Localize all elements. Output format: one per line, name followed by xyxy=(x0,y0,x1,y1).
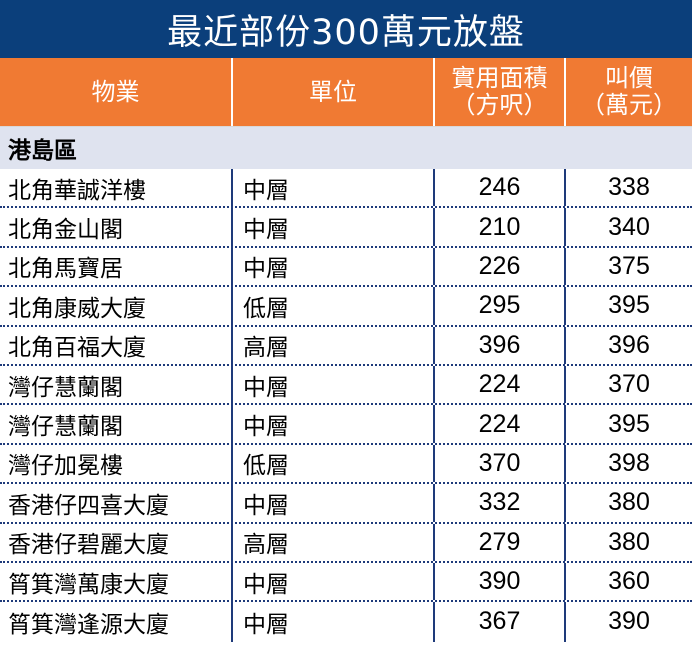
table-row: 香港仔四喜大廈 中層 332 380 xyxy=(0,484,692,524)
cell-price: 360 xyxy=(564,562,692,601)
cell-price: 390 xyxy=(564,602,692,642)
cell-property: 香港仔碧麗大廈 xyxy=(8,532,169,559)
header-property-label: 物業 xyxy=(91,77,140,106)
cell-unit: 中層 xyxy=(231,208,433,246)
header-unit: 單位 xyxy=(231,58,433,126)
table-row: 灣仔慧蘭閣 中層 224 370 xyxy=(0,365,692,406)
cell-area: 367 xyxy=(433,602,564,642)
cell-unit: 中層 xyxy=(231,602,433,642)
cell-area: 246 xyxy=(433,169,564,207)
cell-area: 226 xyxy=(433,247,564,286)
table-header: 物業 單位 實用面積 （方呎） 叫價 （萬元） xyxy=(0,58,692,127)
cell-area: 370 xyxy=(433,444,564,483)
header-price-line1: 叫價 xyxy=(605,64,653,92)
section-label: 港島區 xyxy=(0,127,692,169)
cell-price: 338 xyxy=(564,169,692,207)
cell-property: 香港仔四喜大廈 xyxy=(8,492,169,519)
table-row: 北角百福大廈 高層 396 396 xyxy=(0,326,692,366)
cell-property: 筲箕灣萬康大廈 xyxy=(8,571,169,598)
table-row: 灣仔加冕樓 低層 370 398 xyxy=(0,444,692,485)
cell-area: 224 xyxy=(433,405,564,443)
cell-unit: 中層 xyxy=(231,169,433,207)
cell-property: 灣仔加冕樓 xyxy=(8,453,123,480)
cell-property: 北角百福大廈 xyxy=(8,335,146,362)
cell-unit: 低層 xyxy=(231,444,433,483)
cell-area: 390 xyxy=(433,562,564,601)
cell-price: 380 xyxy=(564,523,692,561)
cell-property: 灣仔慧蘭閣 xyxy=(8,414,123,441)
header-unit-label: 單位 xyxy=(309,77,357,106)
cell-property: 北角金山閣 xyxy=(8,217,123,244)
cell-unit: 中層 xyxy=(231,247,433,286)
table-body: 北角華誠洋樓 中層 246 338 北角金山閣 中層 210 340 北角馬寶居 中層 226 375… xyxy=(0,169,692,642)
cell-unit: 高層 xyxy=(231,326,433,364)
cell-property: 北角華誠洋樓 xyxy=(8,177,146,204)
table-row: 筲箕灣逢源大廈 中層 367 390 xyxy=(0,602,692,642)
header-area-line1: 實用面積 xyxy=(451,64,548,92)
cell-unit: 高層 xyxy=(231,523,433,561)
cell-property: 筲箕灣逢源大廈 xyxy=(8,611,169,638)
cell-area: 295 xyxy=(433,287,564,325)
cell-unit: 中層 xyxy=(231,405,433,443)
cell-price: 395 xyxy=(564,405,692,443)
table-row: 北角華誠洋樓 中層 246 338 xyxy=(0,169,692,209)
cell-area: 332 xyxy=(433,484,564,522)
header-price-line2: （萬元） xyxy=(581,91,677,119)
cell-unit: 中層 xyxy=(231,484,433,522)
table-title: 最近部份300萬元放盤 xyxy=(0,0,692,58)
cell-property: 北角馬寶居 xyxy=(8,256,123,283)
cell-property: 北角康威大廈 xyxy=(8,295,146,322)
table-row: 灣仔慧蘭閣 中層 224 395 xyxy=(0,405,692,445)
header-price: 叫價 （萬元） xyxy=(564,58,692,126)
header-property: 物業 xyxy=(0,58,231,126)
cell-price: 395 xyxy=(564,287,692,325)
cell-price: 340 xyxy=(564,208,692,246)
table-row: 北角康威大廈 低層 295 395 xyxy=(0,287,692,327)
cell-area: 210 xyxy=(433,208,564,246)
cell-property: 灣仔慧蘭閣 xyxy=(8,374,123,401)
cell-price: 375 xyxy=(564,247,692,286)
table-row: 北角金山閣 中層 210 340 xyxy=(0,208,692,248)
header-area: 實用面積 （方呎） xyxy=(433,58,564,126)
table-row: 北角馬寶居 中層 226 375 xyxy=(0,247,692,288)
table-row: 筲箕灣萬康大廈 中層 390 360 xyxy=(0,562,692,603)
cell-price: 398 xyxy=(564,444,692,483)
cell-unit: 中層 xyxy=(231,562,433,601)
cell-unit: 中層 xyxy=(231,365,433,404)
cell-price: 370 xyxy=(564,365,692,404)
cell-price: 380 xyxy=(564,484,692,522)
cell-price: 396 xyxy=(564,326,692,364)
header-area-line2: （方呎） xyxy=(451,91,548,119)
cell-area: 396 xyxy=(433,326,564,364)
cell-unit: 低層 xyxy=(231,287,433,325)
cell-area: 279 xyxy=(433,523,564,561)
cell-area: 224 xyxy=(433,365,564,404)
table-row: 香港仔碧麗大廈 高層 279 380 xyxy=(0,523,692,563)
